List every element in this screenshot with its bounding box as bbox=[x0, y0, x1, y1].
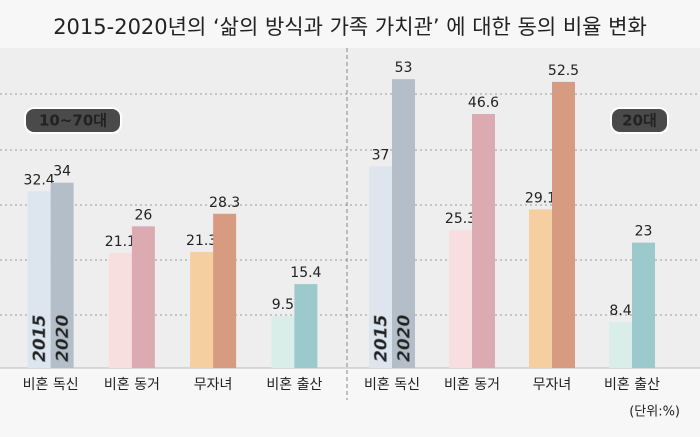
bar bbox=[131, 226, 155, 368]
bar bbox=[632, 242, 655, 368]
value-label: 9.5 bbox=[272, 297, 294, 313]
x-tick-label: 무자녀 bbox=[194, 377, 233, 393]
x-tick-label: 비혼 동거 bbox=[104, 377, 160, 393]
bar bbox=[108, 253, 132, 368]
bar bbox=[609, 322, 632, 368]
plot-background bbox=[0, 48, 700, 368]
value-label: 28.3 bbox=[209, 195, 240, 211]
value-label: 25.3 bbox=[445, 211, 476, 227]
bar bbox=[369, 166, 392, 368]
value-label: 29.1 bbox=[525, 190, 556, 206]
value-label: 34 bbox=[53, 164, 71, 180]
x-tick-label: 비혼 출산 bbox=[266, 377, 322, 393]
x-tick-label: 비혼 출산 bbox=[604, 377, 660, 393]
value-label: 52.5 bbox=[548, 63, 579, 79]
legend-label: 2015 bbox=[30, 315, 50, 362]
bar bbox=[27, 191, 51, 368]
legend-label: 2015 bbox=[372, 315, 392, 362]
value-label: 23 bbox=[635, 224, 653, 240]
chart-title: 2015-2020년의 ‘삶의 방식과 가족 가치관’ 에 대한 동의 비율 변… bbox=[53, 15, 647, 39]
bar bbox=[449, 230, 472, 368]
bar bbox=[213, 213, 237, 368]
x-tick-label: 비혼 독신 bbox=[23, 377, 79, 393]
unit-label: (단위:%) bbox=[629, 405, 680, 420]
x-tick-label: 무자녀 bbox=[533, 377, 572, 393]
value-label: 46.6 bbox=[468, 95, 499, 111]
value-label: 37 bbox=[372, 147, 390, 163]
panel-title: 20대 bbox=[622, 112, 657, 130]
value-label: 15.4 bbox=[290, 265, 321, 281]
bar bbox=[472, 114, 495, 368]
bar bbox=[552, 81, 575, 368]
x-tick-label: 비혼 독신 bbox=[364, 377, 420, 393]
bar bbox=[271, 316, 295, 368]
panel-title: 10~70대 bbox=[39, 112, 107, 130]
bar bbox=[392, 79, 415, 369]
value-label: 8.4 bbox=[609, 303, 631, 319]
value-label: 53 bbox=[395, 60, 413, 76]
value-label: 21.1 bbox=[105, 234, 136, 250]
badge bbox=[610, 107, 669, 134]
bar bbox=[190, 251, 214, 368]
value-label: 32.4 bbox=[24, 172, 55, 188]
value-label: 21.3 bbox=[186, 233, 217, 249]
bar bbox=[529, 209, 552, 368]
bar bbox=[294, 284, 318, 368]
legend-label: 2020 bbox=[395, 315, 415, 362]
badge bbox=[24, 107, 122, 134]
legend-label: 2020 bbox=[53, 315, 73, 362]
value-label: 26 bbox=[134, 207, 152, 223]
x-tick-label: 비혼 동거 bbox=[444, 377, 500, 393]
bar bbox=[50, 182, 74, 368]
